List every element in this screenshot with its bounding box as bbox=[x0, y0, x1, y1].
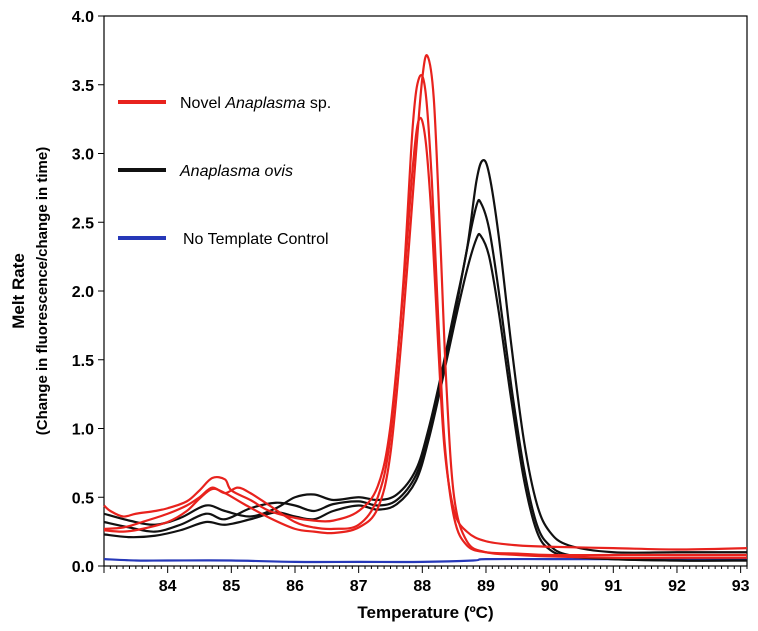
x-tick-label: 91 bbox=[604, 578, 622, 595]
y-tick-label: 0.0 bbox=[72, 559, 94, 576]
y-tick-label: 3.5 bbox=[72, 78, 94, 95]
legend: Novel Anaplasma sp. Anaplasma ovis No Temp… bbox=[118, 95, 331, 248]
x-tick-label: 86 bbox=[286, 578, 304, 595]
y-tick-label: 4.0 bbox=[72, 9, 94, 26]
y-tick-label: 3.0 bbox=[72, 147, 94, 164]
x-tick-label: 93 bbox=[732, 578, 750, 595]
x-axis: 84 85 86 87 88 89 90 91 92 93 bbox=[103, 566, 750, 595]
series-line-novel-1 bbox=[103, 116, 748, 551]
y-tick-label: 1.5 bbox=[72, 353, 94, 370]
y-tick-label: 0.5 bbox=[72, 490, 94, 507]
legend-label-novel: Novel Anaplasma sp. bbox=[180, 95, 331, 112]
x-tick-label: 85 bbox=[222, 578, 240, 595]
y-axis-title: Melt Rate bbox=[9, 253, 28, 329]
y-tick-label: 2.0 bbox=[72, 284, 94, 301]
y-tick-label: 2.5 bbox=[72, 215, 94, 232]
x-tick-label: 88 bbox=[413, 578, 431, 595]
x-tick-label: 84 bbox=[159, 578, 177, 595]
series-layer bbox=[103, 54, 748, 564]
y-tick-label: 1.0 bbox=[72, 422, 94, 439]
y-axis: 0.0 0.5 1.0 1.5 2.0 2.5 3.0 3.5 4.0 bbox=[72, 9, 104, 576]
x-axis-title: Temperature (ºC) bbox=[357, 603, 493, 622]
series-line-novel-3 bbox=[103, 54, 747, 559]
x-tick-label: 90 bbox=[541, 578, 559, 595]
series-line-ovis-1 bbox=[103, 159, 747, 554]
x-tick-label: 87 bbox=[350, 578, 368, 595]
legend-label-ovis: Anaplasma ovis bbox=[179, 163, 293, 180]
legend-label-ntc: No Template Control bbox=[183, 231, 329, 248]
x-tick-label: 89 bbox=[477, 578, 495, 595]
x-tick-label: 92 bbox=[668, 578, 686, 595]
series-line-ovis-3 bbox=[103, 232, 748, 562]
y-axis-subtitle: (Change in fluorescence/change in time) bbox=[34, 147, 51, 435]
